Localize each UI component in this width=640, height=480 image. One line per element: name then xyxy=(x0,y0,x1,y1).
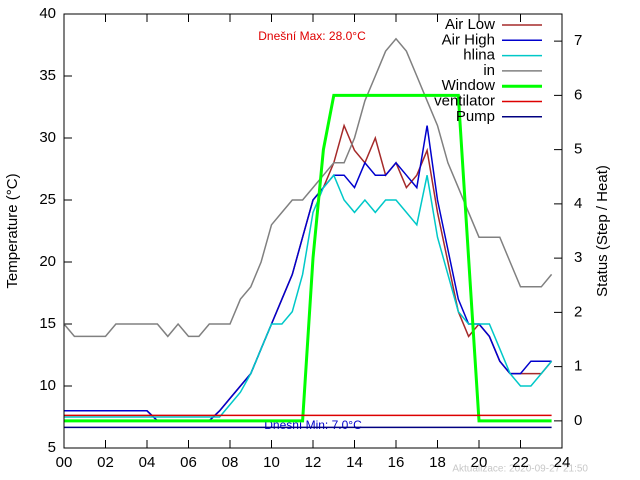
x-tick-label: 00 xyxy=(56,454,73,471)
update-annotation: Aktualizace: 2020-09-27 21:50 xyxy=(452,464,588,475)
y-tick-label: 5 xyxy=(48,439,56,456)
y2-axis-label: Status (Step / Heat) xyxy=(594,165,611,297)
y2-tick-label: 1 xyxy=(574,358,582,375)
y2-tick-label: 6 xyxy=(574,86,582,103)
x-tick-label: 04 xyxy=(139,454,156,471)
x-tick-label: 10 xyxy=(263,454,280,471)
legend-label: hlina xyxy=(463,47,495,64)
x-tick-label: 20 xyxy=(471,454,488,471)
legend-label: Air Low xyxy=(445,16,495,33)
y2-tick-label: 7 xyxy=(574,32,582,49)
y-tick-label: 15 xyxy=(39,315,56,332)
y2-tick-label: 4 xyxy=(574,195,582,212)
y2-tick-label: 2 xyxy=(574,303,582,320)
legend-label: Air High xyxy=(442,31,495,48)
x-tick-label: 16 xyxy=(388,454,405,471)
y2-tick-label: 0 xyxy=(574,412,582,429)
x-tick-label: 14 xyxy=(346,454,363,471)
legend-label: in xyxy=(483,62,495,79)
x-tick-label: 22 xyxy=(512,454,529,471)
x-tick-label: 18 xyxy=(429,454,446,471)
plot-frame xyxy=(63,13,563,449)
y-tick-label: 30 xyxy=(39,129,56,146)
y-tick-label: 35 xyxy=(39,67,56,84)
series-line xyxy=(64,93,552,423)
x-tick-label: 06 xyxy=(180,454,197,471)
y-tick-label: 20 xyxy=(39,253,56,270)
x-tick-label: 02 xyxy=(97,454,114,471)
series-line xyxy=(63,37,553,338)
y-axis-label: Temperature (°C) xyxy=(4,173,21,288)
y2-tick-label: 3 xyxy=(574,249,582,266)
legend-label: Window xyxy=(442,77,496,94)
y-tick-label: 40 xyxy=(39,5,56,22)
legend-label: Pump xyxy=(456,108,495,125)
x-tick-label: 24 xyxy=(554,454,571,471)
legend-label: ventilator xyxy=(434,92,495,109)
y-tick-label: 25 xyxy=(39,191,56,208)
series-line xyxy=(64,173,553,418)
y2-tick-label: 5 xyxy=(574,141,582,158)
y-tick-label: 10 xyxy=(39,377,56,394)
max-annotation: Dnešní Max: 28.0°C xyxy=(258,29,366,43)
x-tick-label: 08 xyxy=(222,454,239,471)
x-tick-label: 12 xyxy=(305,454,322,471)
